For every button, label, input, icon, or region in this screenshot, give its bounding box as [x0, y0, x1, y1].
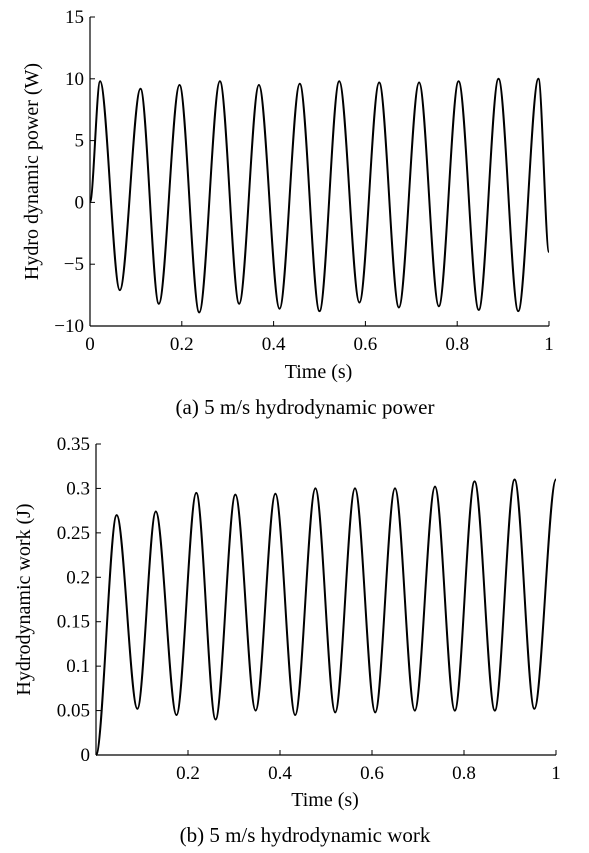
- power-chart: −10 −5 0 5 10 15 0 0.2 0.4 0.6 0.8 1 Time (s) Hydro d…: [21, 7, 554, 419]
- work-chart-xtick-label: 0.6: [360, 763, 384, 784]
- power-chart-xtick-label: 0.8: [445, 334, 469, 355]
- work-chart-xtick-label: 0.4: [268, 763, 292, 784]
- work-chart-x-axis-label: Time (s): [291, 789, 359, 811]
- work-chart-ytick-label: 0.3: [66, 478, 90, 499]
- work-chart-xtick-label: 0.2: [176, 763, 200, 784]
- power-chart-xtick-label: 0.2: [170, 334, 194, 355]
- work-chart-xtick-label: 1: [551, 763, 561, 784]
- work-chart-ytick-label: 0.05: [57, 701, 90, 722]
- work-chart-ytick-label: 0: [81, 745, 91, 766]
- work-chart-y-axis-label: Hydrodynamic work (J): [13, 503, 35, 695]
- power-chart-x-axis-label: Time (s): [285, 361, 353, 383]
- power-chart-xtick-label: 1: [544, 334, 554, 355]
- work-chart-series-line: [95, 478, 557, 756]
- power-chart-ytick-label: −10: [54, 316, 84, 337]
- power-chart-y-axis-label: Hydro dynamic power (W): [21, 63, 43, 280]
- power-chart-xtick-label: 0.4: [262, 334, 286, 355]
- work-chart-caption: (b) 5 m/s hydrodynamic work: [180, 823, 431, 847]
- power-chart-ytick-label: 15: [65, 7, 84, 28]
- work-chart-ytick-label: 0.15: [57, 612, 90, 633]
- work-chart-ytick-label: 0.1: [66, 656, 90, 677]
- work-chart-ytick-label: 0.35: [57, 434, 90, 455]
- work-chart-xtick-label: 0.8: [452, 763, 476, 784]
- power-chart-series-line: [89, 77, 550, 314]
- power-chart-caption: (a) 5 m/s hydrodynamic power: [176, 395, 435, 419]
- work-chart: 0 0.05 0.1 0.15 0.2 0.25 0.3 0.35 0.2 0.4 0.6 0.8 1 T…: [13, 434, 561, 847]
- work-chart-ytick-label: 0.25: [57, 523, 90, 544]
- power-chart-ytick-label: 10: [65, 69, 84, 90]
- work-chart-ytick-label: 0.2: [66, 567, 90, 588]
- power-chart-ytick-label: −5: [64, 254, 84, 275]
- power-chart-xtick-label: 0.6: [354, 334, 378, 355]
- power-chart-ytick-label: 5: [75, 131, 85, 152]
- power-chart-ytick-label: 0: [75, 192, 85, 213]
- power-chart-xtick-label: 0: [85, 334, 95, 355]
